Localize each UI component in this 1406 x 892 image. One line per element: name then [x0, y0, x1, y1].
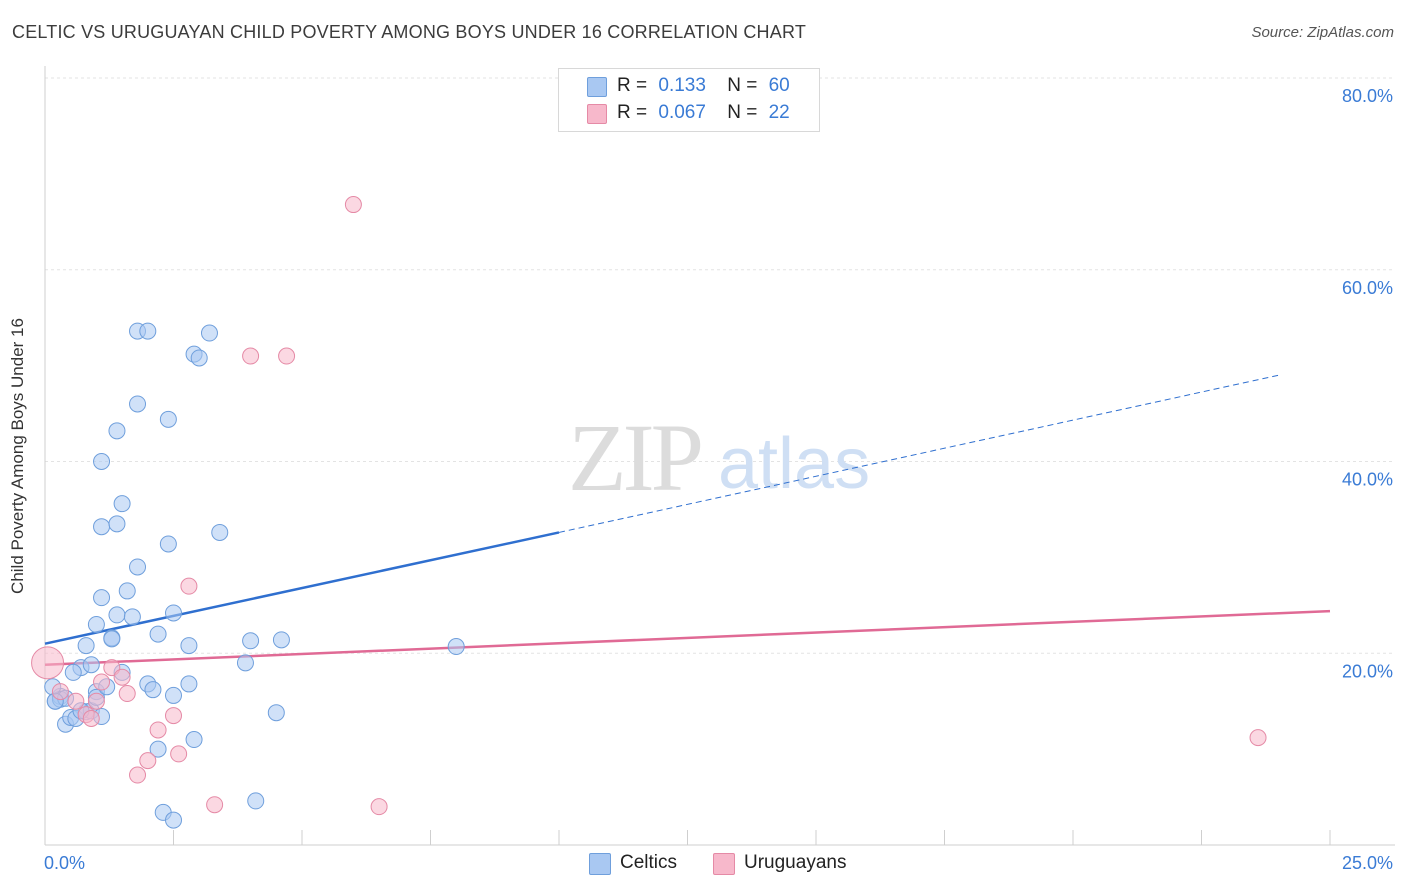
gridlines — [45, 77, 1395, 654]
x-tick-label: 0.0% — [44, 853, 85, 873]
uruguayans-point — [129, 766, 147, 784]
celtics-point — [93, 453, 111, 470]
watermark-atlas: atlas — [718, 424, 870, 504]
legend-row-uruguayans: R = 0.067 N = 22 — [617, 102, 790, 124]
uruguayans-point — [113, 668, 131, 686]
celtics-point — [149, 625, 167, 643]
celtics-point — [93, 518, 111, 536]
watermark-zip: ZIP — [568, 404, 701, 511]
celtics-point — [113, 495, 131, 513]
uruguayans-point — [67, 692, 85, 710]
legend-r-label: R = — [617, 75, 648, 96]
uruguayans-point — [170, 745, 188, 763]
celtics-point — [108, 515, 126, 533]
uruguayans-point — [118, 685, 136, 703]
celtics-point — [123, 608, 141, 626]
uruguayans-point — [87, 692, 105, 710]
celtics-point — [159, 535, 177, 553]
celtics-point — [108, 606, 126, 624]
uruguayans-point — [242, 347, 260, 365]
celtics-point — [77, 637, 95, 655]
legend-r-value: 0.067 — [658, 102, 706, 123]
celtics-point — [149, 740, 167, 758]
celtics-point — [242, 632, 260, 650]
celtics-point — [64, 663, 82, 681]
uruguayans-point — [370, 798, 388, 816]
celtics-point — [190, 349, 208, 367]
uruguayans-point — [149, 721, 167, 739]
y-tick-label: 80.0% — [1342, 86, 1393, 106]
celtics-point — [103, 630, 121, 648]
uruguayans-point — [1249, 729, 1267, 747]
axes — [44, 66, 1395, 846]
celtics-point — [165, 811, 182, 829]
scatter-points — [31, 196, 1267, 829]
celtics-point — [159, 410, 177, 428]
celtics-point — [200, 324, 218, 342]
celtics-point — [180, 675, 198, 693]
uruguayans-point — [165, 707, 182, 725]
bottom-legend-celtics: Celtics — [620, 852, 678, 873]
uruguayans-point — [206, 796, 224, 814]
celtics-point — [211, 523, 229, 541]
uruguayans-point — [344, 196, 362, 214]
celtics-point — [139, 322, 157, 340]
tick-labels: 20.0% 40.0% 60.0% 80.0% 0.0% 25.0% — [44, 86, 1393, 873]
uruguayans-trend-line — [44, 609, 1331, 667]
legend-row-celtics: R = 0.133 N = 60 — [617, 75, 790, 97]
celtics-point — [82, 656, 100, 674]
stats-legend: R = 0.133 N = 60 R = 0.067 N = 22 — [558, 68, 820, 132]
celtics-point — [165, 686, 182, 704]
celtics-point — [185, 731, 203, 749]
bottom-legend-uruguayans: Uruguayans — [744, 852, 847, 873]
bottom-legend-swatch-celtics — [589, 853, 611, 875]
celtics-point — [87, 615, 105, 633]
watermark: ZIP atlas — [568, 404, 870, 511]
uruguayans-point — [180, 577, 198, 595]
y-tick-label: 40.0% — [1342, 470, 1393, 490]
celtics-point — [165, 604, 182, 622]
celtics-point — [447, 638, 465, 656]
celtics-point — [272, 631, 290, 649]
chart-title: CELTIC VS URUGUAYAN CHILD POVERTY AMONG … — [12, 22, 807, 42]
celtics-trend-extension — [558, 374, 1279, 533]
source-label: Source: ZipAtlas.com — [1251, 24, 1394, 41]
legend-n-label: N = — [727, 102, 758, 123]
legend-swatch-celtics — [587, 77, 607, 97]
legend-n-label: N = — [727, 75, 758, 96]
legend-swatch-uruguayans — [587, 104, 607, 124]
celtics-point — [129, 395, 147, 413]
y-tick-label: 20.0% — [1342, 661, 1393, 681]
uruguayans-point — [139, 752, 157, 770]
legend-n-value: 60 — [768, 75, 790, 96]
uruguayans-point — [93, 673, 111, 691]
celtics-point — [108, 422, 126, 440]
uruguayans-point — [31, 646, 65, 680]
legend-r-label: R = — [617, 102, 648, 123]
uruguayans-point — [82, 709, 100, 727]
y-tick-label: 60.0% — [1342, 278, 1393, 298]
celtics-point — [129, 558, 147, 576]
uruguayans-point — [278, 347, 296, 365]
celtics-point — [180, 637, 198, 655]
legend-r-value: 0.133 — [658, 75, 706, 96]
uruguayans-point — [51, 683, 69, 701]
x-tick-label: 25.0% — [1342, 853, 1393, 873]
y-axis-label: Child Poverty Among Boys Under 16 — [8, 318, 27, 594]
legend-n-value: 22 — [768, 102, 790, 123]
bottom-legend-swatch-uruguayans — [713, 853, 735, 875]
celtics-point — [93, 589, 111, 607]
celtics-point — [236, 654, 254, 672]
celtics-point — [118, 582, 136, 600]
celtics-point — [267, 704, 285, 722]
celtics-point — [144, 681, 162, 699]
celtics-point — [247, 792, 265, 810]
